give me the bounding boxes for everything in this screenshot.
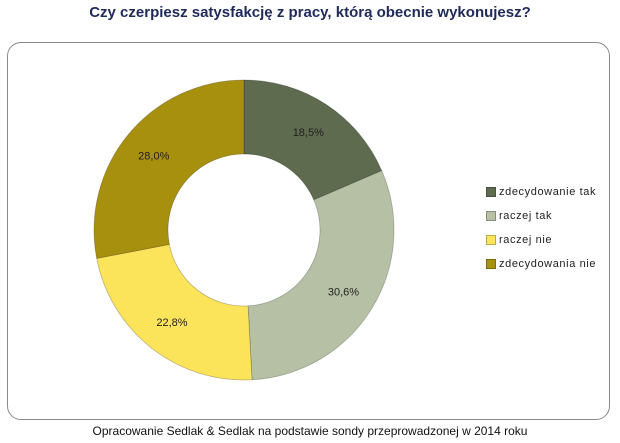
legend-item-zdecydowania-nie: zdecydowania nie [486, 258, 596, 270]
legend-label: zdecydowanie tak [499, 186, 597, 198]
legend-swatch [486, 235, 496, 245]
legend-item-zdecydowanie-tak: zdecydowanie tak [486, 186, 596, 198]
legend-item-raczej-nie: raczej nie [486, 234, 596, 246]
legend: zdecydowanie tak raczej tak raczej nie z… [486, 186, 596, 282]
donut-slice-zdecydowania-nie [93, 79, 245, 259]
legend-label: raczej tak [499, 210, 553, 222]
slice-value-label: 18,5% [293, 127, 324, 139]
slice-value-label: 22,8% [156, 317, 187, 329]
legend-swatch [486, 187, 496, 197]
donut-slice-raczej-tak [247, 170, 395, 381]
legend-label: raczej nie [499, 234, 553, 246]
donut-slice-zdecydowanie-tak [243, 79, 383, 201]
legend-item-raczej-tak: raczej tak [486, 210, 596, 222]
donut-slice-raczej-nie [96, 243, 253, 381]
legend-swatch [486, 259, 496, 269]
source-footer: Opracowanie Sedlak & Sedlak na podstawie… [92, 424, 528, 438]
slice-value-label: 28,0% [138, 151, 169, 163]
chart-title: Czy czerpiesz satysfakcję z pracy, którą… [89, 4, 531, 21]
legend-swatch [486, 211, 496, 221]
slice-value-label: 30,6% [328, 287, 359, 299]
legend-label: zdecydowania nie [499, 258, 597, 270]
